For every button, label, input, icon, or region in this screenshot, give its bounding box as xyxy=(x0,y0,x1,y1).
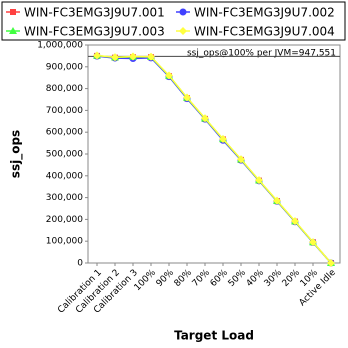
legend-label: WIN-FC3EMG3J9U7.004 xyxy=(194,25,335,39)
y-tick-label: 100,000 xyxy=(46,237,83,247)
annotation: ssj_ops@100% per JVM=947,551 xyxy=(187,49,336,59)
data-point xyxy=(183,93,191,102)
legend-label: WIN-FC3EMG3J9U7.001 xyxy=(24,6,165,20)
legend-marker xyxy=(179,27,187,35)
y-tick-label: 1,000,000 xyxy=(37,41,83,51)
data-point xyxy=(255,176,263,185)
data-point xyxy=(201,114,209,123)
data-point xyxy=(129,52,137,61)
data-point xyxy=(273,196,281,205)
y-tick-label: 400,000 xyxy=(46,171,83,181)
x-axis-title: Target Load xyxy=(174,329,254,343)
data-point xyxy=(327,259,335,267)
y-tick-label: 600,000 xyxy=(46,128,83,138)
data-point xyxy=(309,238,317,247)
y-tick-label: 700,000 xyxy=(46,106,83,116)
legend-label: WIN-FC3EMG3J9U7.002 xyxy=(194,6,335,20)
y-tick-label: 500,000 xyxy=(46,150,83,160)
legend-marker xyxy=(179,8,187,16)
y-tick-label: 800,000 xyxy=(46,84,83,94)
y-tick-label: 900,000 xyxy=(46,62,83,72)
plot-area xyxy=(87,44,341,264)
data-point xyxy=(219,134,227,143)
y-tick-label: 200,000 xyxy=(46,215,83,225)
legend-marker xyxy=(10,9,16,15)
data-point xyxy=(147,52,155,61)
data-point xyxy=(165,71,173,80)
y-tick-label: 0 xyxy=(77,259,83,269)
data-point xyxy=(237,155,245,164)
y-tick-label: 300,000 xyxy=(46,193,83,203)
data-point xyxy=(93,51,101,60)
y-axis-title: ssj_ops xyxy=(9,130,24,178)
legend-label: WIN-FC3EMG3J9U7.003 xyxy=(24,25,165,39)
data-point xyxy=(291,217,299,226)
data-point xyxy=(111,53,119,62)
legend-box xyxy=(1,1,346,41)
legend-marker xyxy=(9,27,17,34)
